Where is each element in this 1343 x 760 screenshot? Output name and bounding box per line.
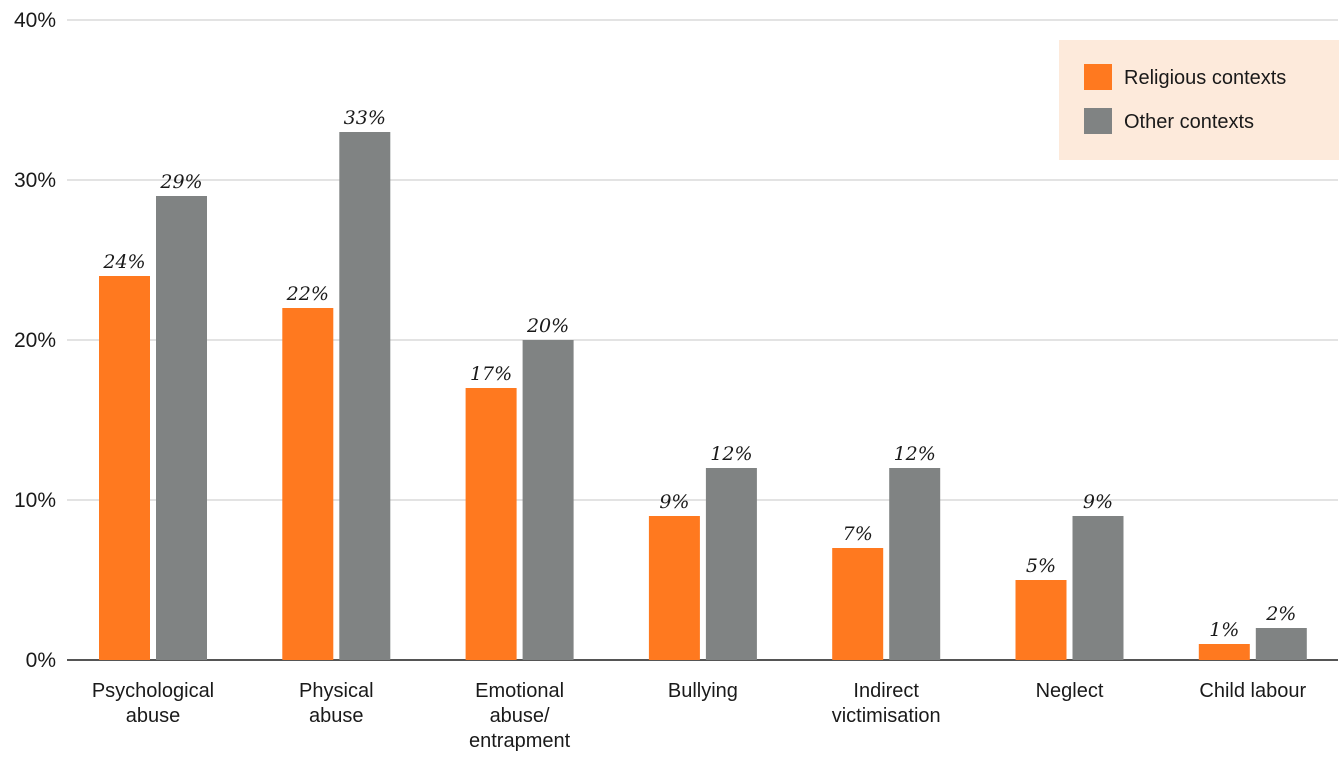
bar-other <box>705 468 757 660</box>
bar-other <box>522 340 574 660</box>
data-label: 17% <box>470 363 512 385</box>
data-label: 2% <box>1265 603 1296 625</box>
data-label: 20% <box>526 315 569 337</box>
y-axis-ticks: 0% 10% 20% 30% 40% <box>14 9 56 672</box>
bar-other <box>1255 628 1307 660</box>
legend-label: Religious contexts <box>1124 67 1286 89</box>
bar-religious <box>648 516 700 660</box>
legend-box <box>1059 40 1339 160</box>
bar-religious <box>1015 580 1067 660</box>
data-label: 22% <box>286 283 329 305</box>
bar-other <box>156 196 207 660</box>
y-tick-label: 0% <box>26 649 56 672</box>
category-label: Neglect <box>1036 680 1104 702</box>
bar-religious <box>465 388 517 660</box>
data-label: 9% <box>1083 491 1113 513</box>
gridlines <box>67 19 1338 661</box>
bar-other <box>1072 516 1124 660</box>
bar-religious <box>282 308 334 660</box>
category-label: Emotional abuse/entrapment <box>469 680 571 752</box>
y-tick-label: 40% <box>14 9 56 32</box>
data-label: 5% <box>1026 555 1056 577</box>
category-label: Indirect victimisation <box>832 680 941 727</box>
legend: Religious contexts Other contexts <box>1059 40 1339 160</box>
y-tick-label: 10% <box>14 489 56 512</box>
data-label: 7% <box>843 523 873 545</box>
data-label: 24% <box>102 251 145 273</box>
bar-other <box>339 132 391 660</box>
legend-label: Other contexts <box>1124 111 1254 133</box>
x-axis-categories: Psychological abuse Physical abuse Emotional… <box>92 680 1307 752</box>
data-label: 1% <box>1209 619 1239 641</box>
y-tick-label: 20% <box>14 329 56 352</box>
data-label: 12% <box>710 443 752 465</box>
data-label: 29% <box>159 171 202 193</box>
category-label: Bullying <box>668 680 738 702</box>
bar-religious <box>832 548 884 660</box>
category-label: Psychological abuse <box>92 680 214 727</box>
category-label: Physical abuse <box>299 680 373 727</box>
data-label: 12% <box>894 443 936 465</box>
data-labels: 24% 29% 22% 33% 17% 20% 9% 12% 7% 12% 5% 9% 1% 2% <box>102 107 1296 641</box>
y-tick-label: 30% <box>14 169 56 192</box>
category-label: Child labour <box>1199 680 1306 702</box>
legend-swatch <box>1084 64 1112 90</box>
data-label: 33% <box>344 107 386 129</box>
data-label: 9% <box>659 491 689 513</box>
bar-religious <box>1198 644 1250 660</box>
legend-swatch <box>1084 108 1112 134</box>
bars <box>99 132 1307 660</box>
bar-religious <box>99 276 150 660</box>
bar-other <box>889 468 941 660</box>
